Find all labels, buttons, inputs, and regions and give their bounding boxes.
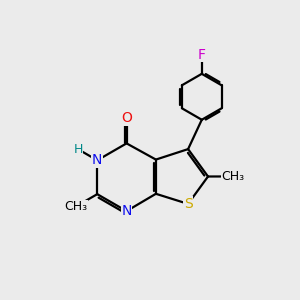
Text: O: O [121,111,132,125]
Text: CH₃: CH₃ [221,170,244,183]
Text: N: N [92,153,102,167]
Text: S: S [184,197,193,211]
Text: H: H [74,143,83,156]
Text: CH₃: CH₃ [64,200,87,213]
Text: N: N [122,204,132,218]
Text: F: F [198,48,206,62]
